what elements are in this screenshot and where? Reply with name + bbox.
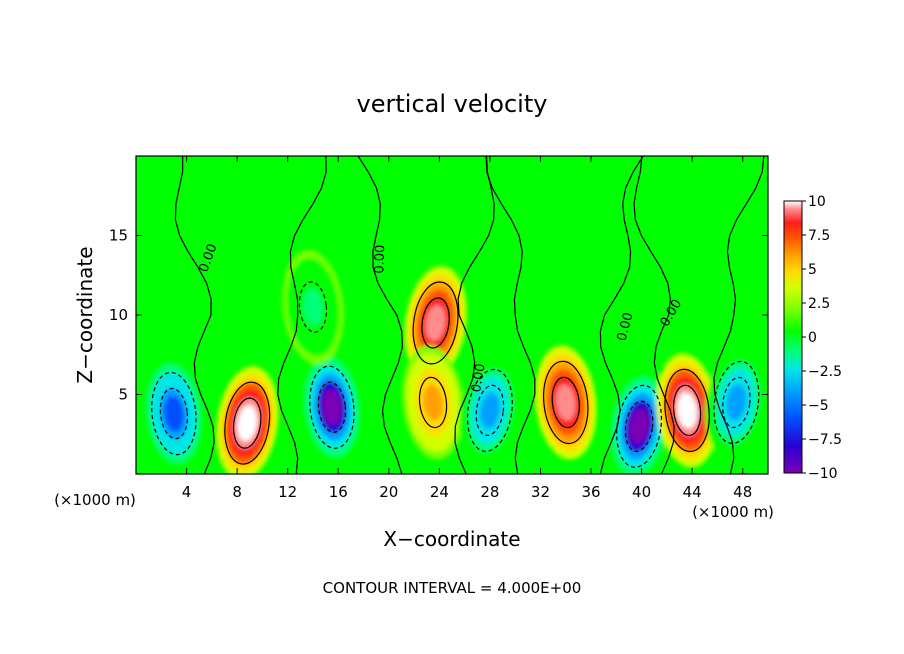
contour-label: 0.00 — [372, 244, 388, 273]
contour-line — [317, 381, 347, 433]
x-tick-label: 48 — [733, 483, 752, 501]
contour-line — [412, 281, 459, 365]
colorbar-tick-label: 2.5 — [808, 296, 830, 312]
contour-line — [309, 365, 355, 449]
x-unit-label: (×1000 m) — [54, 491, 136, 509]
x-tick-label: 36 — [581, 483, 600, 501]
contour-line — [151, 371, 197, 456]
contour-line — [722, 376, 751, 429]
zero-contour-line — [454, 156, 495, 474]
contour-line — [624, 400, 654, 452]
contour-line — [672, 384, 702, 437]
x-tick-label: 16 — [329, 483, 348, 501]
velocity-cell — [607, 369, 671, 474]
zero-contour-line — [357, 156, 404, 474]
chart-title: vertical velocity — [357, 90, 548, 118]
x-axis: 4 8 12 16 20 24 28 32 36 40 44 48 — [182, 156, 752, 501]
colorbar-tick-label: 5 — [808, 262, 817, 278]
y-axis: 5 10 15 — [109, 227, 768, 404]
colorbar-tick-label: −7.5 — [808, 432, 842, 448]
colorbar: 10 7.5 5 2.5 0 −2.5 −5 −7.5 −10 — [783, 194, 842, 482]
zero-contour-line — [277, 156, 327, 474]
contour-line — [159, 387, 189, 440]
velocity-cell — [458, 353, 521, 468]
colorbar-tick-label: −10 — [808, 466, 838, 482]
contour-line — [551, 376, 580, 429]
contour-line — [224, 381, 271, 465]
x-tick-label: 40 — [632, 483, 651, 501]
x-tick-label: 8 — [232, 483, 242, 501]
velocity-cell — [216, 366, 279, 474]
contour-line — [298, 281, 328, 333]
x-tick-label: 12 — [278, 483, 297, 501]
colorbar-scale — [783, 200, 803, 474]
contour-line — [543, 360, 589, 445]
contour-line — [466, 368, 513, 452]
colorbar-tick-label: 0 — [808, 330, 817, 346]
x-tick-label: 32 — [531, 483, 550, 501]
contour-interval-footer: CONTOUR INTERVAL = 4.000E+00 — [323, 579, 582, 597]
plot-area — [136, 156, 768, 474]
x-tick-label: 20 — [379, 483, 398, 501]
x-tick-label: 44 — [683, 483, 702, 501]
contour-label: 0.00 — [469, 362, 489, 393]
colorbar-tick-label: −2.5 — [808, 364, 842, 380]
velocity-field — [143, 250, 768, 474]
zero-contour-line — [713, 156, 765, 474]
contour-line — [475, 384, 505, 437]
colorbar-tick-label: −5 — [808, 398, 829, 414]
contour-lines — [151, 156, 765, 474]
colorbar-tick-label: 10 — [808, 194, 826, 210]
contour-label: 0.00 — [615, 311, 637, 343]
colorbar-tick-label: 7.5 — [808, 228, 830, 244]
zero-contour-line — [174, 156, 215, 474]
zero-contour-line — [599, 156, 644, 474]
x-tick-label: 24 — [430, 483, 449, 501]
x-tick-label: 28 — [480, 483, 499, 501]
zero-contour-line — [633, 156, 675, 474]
contour-line — [713, 360, 760, 444]
x-axis-title: X−coordinate — [383, 527, 520, 551]
velocity-cell — [143, 356, 205, 471]
x-tick-label: 4 — [182, 483, 192, 501]
y-tick-label: 15 — [109, 227, 128, 245]
colorbar-ticks: 10 7.5 5 2.5 0 −2.5 −5 −7.5 −10 — [802, 194, 842, 482]
y-tick-label: 5 — [118, 386, 128, 404]
contour-line — [232, 397, 262, 449]
contour-line — [418, 376, 448, 429]
velocity-cell — [535, 345, 597, 460]
y-tick-label: 10 — [109, 306, 128, 324]
x-unit-label-right: (×1000 m) — [692, 503, 774, 521]
y-axis-title: Z−coordinate — [73, 246, 97, 383]
contour-line — [664, 368, 710, 453]
velocity-cell — [404, 266, 467, 380]
zero-contour-line — [485, 156, 536, 474]
velocity-cell — [402, 345, 464, 460]
contour-line — [421, 297, 450, 349]
